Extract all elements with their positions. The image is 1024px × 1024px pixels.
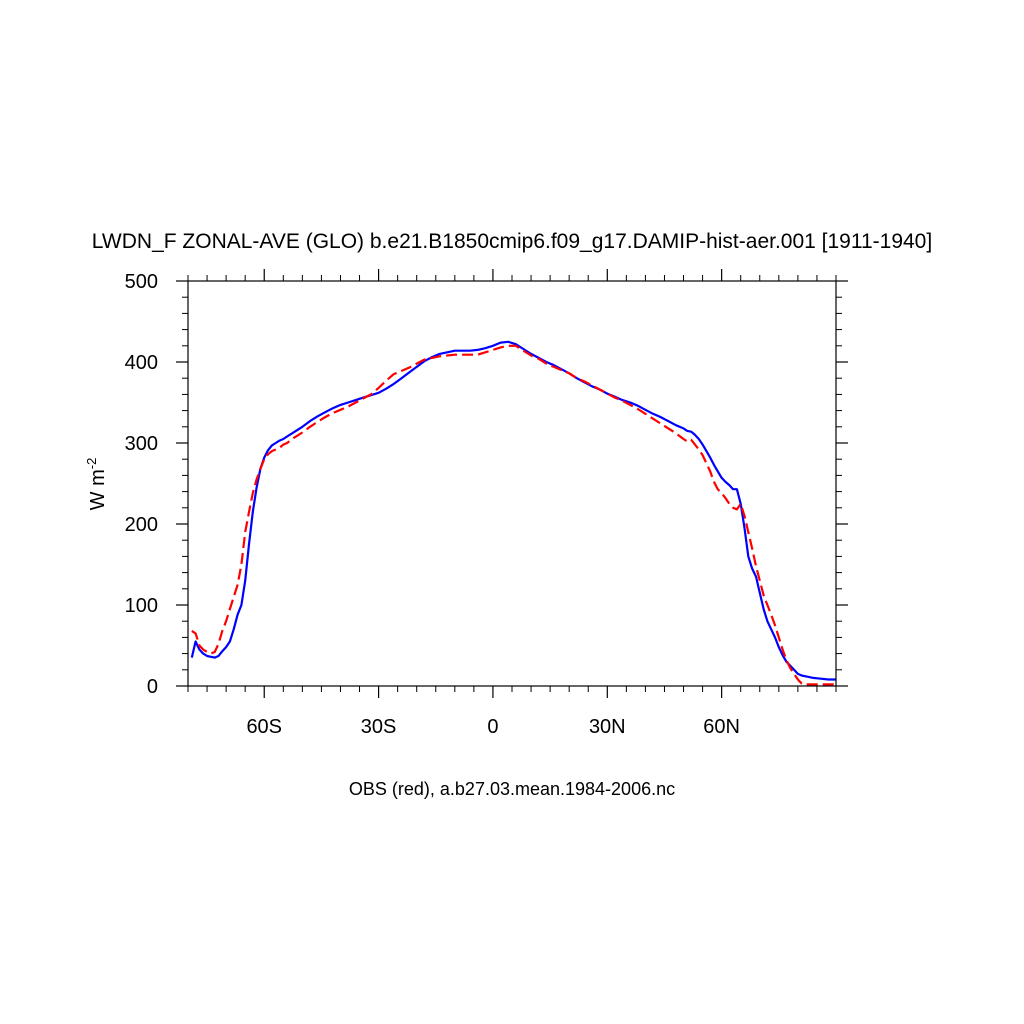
x-tick-label: 60S [246, 716, 282, 738]
x-tick-label: 30N [589, 716, 626, 738]
chart-title: LWDN_F ZONAL-AVE (GLO) b.e21.B1850cmip6.… [92, 230, 932, 253]
x-tick-label: 30S [361, 716, 397, 738]
y-axis-label-main: W m [87, 469, 109, 510]
x-tick-label: 60N [703, 716, 740, 738]
y-tick-label: 500 [125, 271, 158, 293]
y-tick-labels: 0 100 200 300 400 500 [125, 271, 158, 698]
x-minor-ticks [187, 275, 837, 692]
y-axis-label-superscript: -2 [84, 458, 99, 470]
x-axis-caption: OBS (red), a.b27.03.mean.1984-2006.nc [349, 779, 675, 799]
model-series-line [190, 340, 836, 681]
y-tick-label: 300 [125, 433, 158, 455]
obs-series-line [191, 344, 836, 686]
y-tick-label: 100 [125, 595, 158, 617]
y-major-ticks [176, 280, 848, 687]
y-tick-label: 0 [147, 676, 158, 698]
x-major-ticks [263, 269, 723, 698]
x-tick-label: 0 [487, 716, 498, 738]
y-tick-label: 200 [125, 514, 158, 536]
y-tick-label: 400 [125, 352, 158, 374]
series-layer [190, 340, 836, 686]
y-minor-ticks [182, 296, 842, 671]
plot-frame [187, 280, 837, 687]
y-axis-label: W m-2 [84, 458, 109, 511]
x-tick-labels: 60S 30S 0 30N 60N [246, 716, 740, 738]
